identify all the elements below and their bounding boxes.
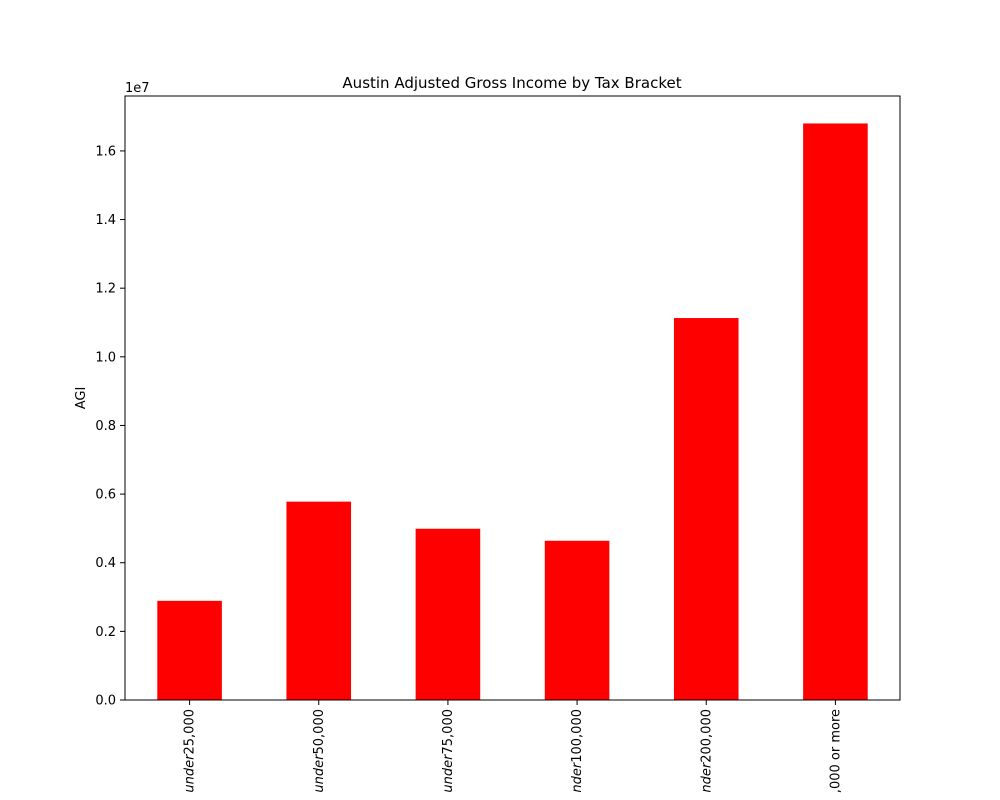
y-axis-ticks: 0.0 0.2 0.4 0.6 0.8 1.0 1.2 1.4 1.6 <box>95 144 125 709</box>
y-axis-label: AGI <box>74 387 89 410</box>
y-tick-label: 0.8 <box>95 419 116 434</box>
x-tick-label: under75,000 <box>441 709 456 793</box>
x-tick-label: nder200,000 <box>699 709 714 793</box>
bar-3 <box>415 528 481 700</box>
y-tick-label: 1.4 <box>95 213 116 228</box>
x-tick-label: nder100,000 <box>570 709 585 793</box>
y-axis-offset-label: 1e7 <box>125 81 150 96</box>
x-tick-label: under50,000 <box>312 709 327 793</box>
y-tick-label: 0.6 <box>95 488 116 503</box>
x-tick-label: ,000 or more <box>828 709 843 793</box>
bar-1 <box>157 600 222 700</box>
x-tick-label: under25,000 <box>183 709 198 793</box>
bar-4 <box>544 540 610 700</box>
y-tick-label: 1.2 <box>95 282 116 297</box>
bar-2 <box>286 501 352 700</box>
y-tick-label: 0.0 <box>95 694 116 709</box>
bar-5 <box>673 318 739 700</box>
bars <box>157 123 868 701</box>
bar-6 <box>803 123 868 701</box>
y-tick-label: 1.0 <box>95 350 116 365</box>
plot-area-frame <box>124 95 901 701</box>
chart-title: Austin Adjusted Gross Income by Tax Brac… <box>342 74 681 92</box>
y-tick-label: 1.6 <box>95 144 116 159</box>
y-tick-label: 0.4 <box>95 556 116 571</box>
y-tick-label: 0.2 <box>95 625 116 640</box>
x-axis-ticks: under25,000 under50,000 under75,000 nder100… <box>183 700 843 793</box>
